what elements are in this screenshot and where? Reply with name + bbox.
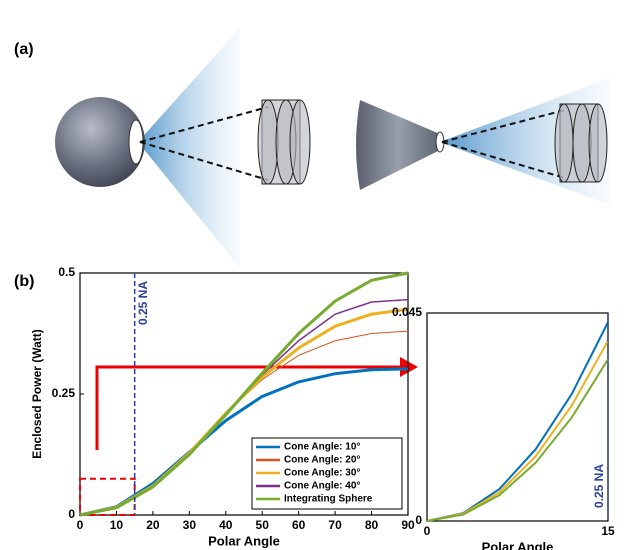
annotation: 0.25 NA (136, 281, 150, 325)
legend-label: Cone Angle: 40° (284, 481, 360, 492)
body: (a) (b) 010203040506070809000.250.5Polar… (0, 0, 641, 550)
x-tick-label: 50 (256, 518, 270, 532)
cone (356, 100, 440, 190)
figure: (a) (b) 010203040506070809000.250.5Polar… (0, 0, 641, 550)
y-tick-label: 0 (68, 507, 75, 521)
x-axis-label: Polar Angle (208, 533, 280, 548)
x-tick-label: 15 (601, 524, 615, 538)
detector (258, 100, 310, 184)
arrow-head (400, 357, 418, 377)
series-line (427, 359, 608, 521)
detector (555, 104, 607, 182)
series-line (427, 341, 608, 521)
y-tick-label: 0.25 (52, 386, 76, 400)
legend-label: Cone Angle: 20° (284, 455, 360, 466)
x-tick-label: 30 (183, 518, 197, 532)
legend-label: Cone Angle: 10° (284, 442, 360, 453)
light-beam (138, 28, 240, 268)
x-tick-label: 70 (328, 518, 342, 532)
legend-label: Cone Angle: 30° (284, 468, 360, 479)
x-tick-label: 20 (146, 518, 160, 532)
plot-frame (427, 313, 608, 521)
panel-label: (b) (14, 273, 34, 290)
x-tick-label: 40 (219, 518, 233, 532)
series-line (427, 322, 608, 521)
x-tick-label: 80 (365, 518, 379, 532)
y-tick-label: 0 (415, 513, 422, 527)
x-tick-label: 90 (401, 518, 415, 532)
x-tick-label: 10 (110, 518, 124, 532)
y-tick-label: 0.045 (392, 305, 422, 319)
page: {"panel_a_label": "(a)", "panel_b_label"… (0, 0, 641, 550)
y-tick-label: 0.5 (58, 265, 75, 279)
annotation: 0.25 NA (592, 464, 606, 508)
panel-label: (a) (14, 41, 34, 58)
x-tick-label: 0 (77, 518, 84, 532)
x-tick-label: 0 (424, 524, 431, 538)
x-tick-label: 60 (292, 518, 306, 532)
y-axis-label: Enclosed Power (Watt) (30, 329, 44, 459)
legend-label: Integrating Sphere (284, 494, 373, 505)
x-axis-label: Polar Angle (482, 539, 554, 550)
